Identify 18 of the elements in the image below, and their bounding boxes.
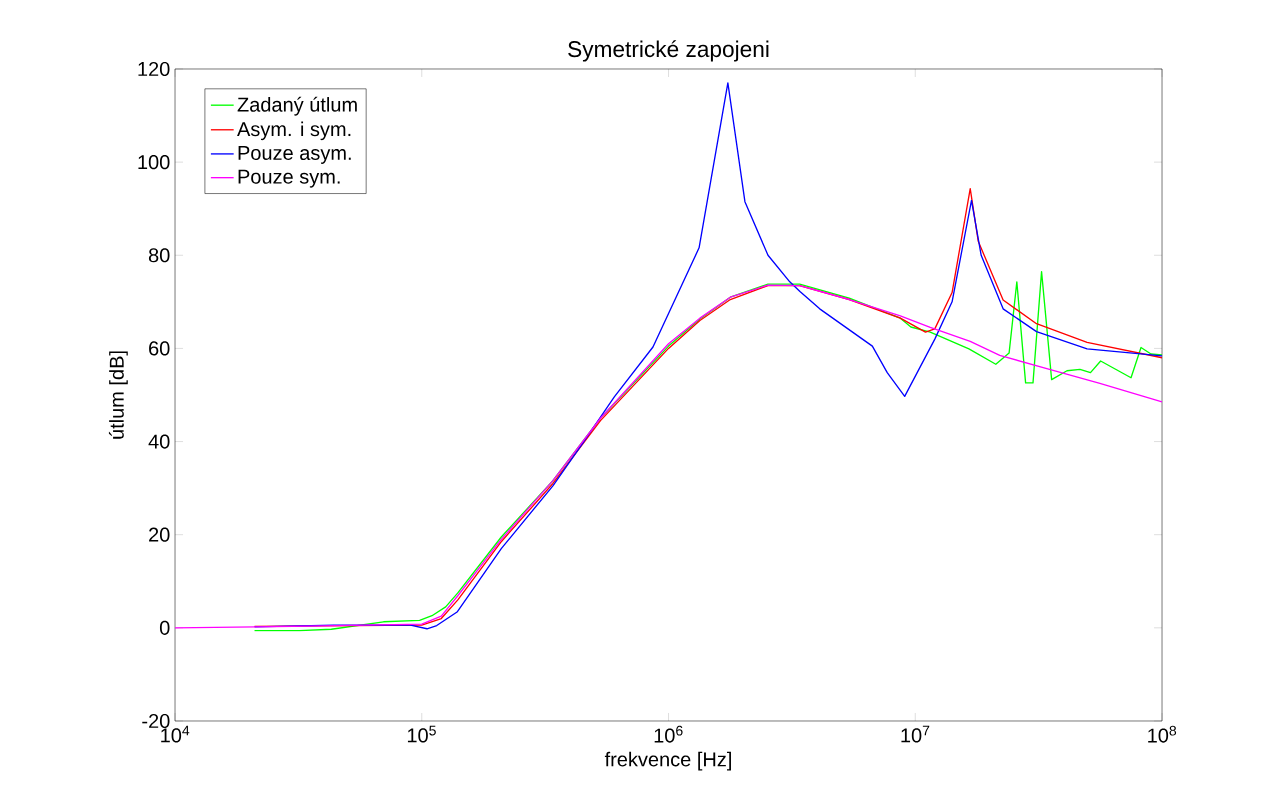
x-tick-label: 10$^{7}$ xyxy=(901,725,930,743)
x-tick-label: 10$^{8}$ xyxy=(1148,725,1177,743)
x-tick-label: 10$^{5}$ xyxy=(407,725,436,743)
legend-label: Zadaný útlum xyxy=(237,96,357,116)
y-tick-label: 100 xyxy=(138,155,170,170)
x-axis-title: frekvence [Hz] xyxy=(604,751,731,771)
y-tick-label: 120 xyxy=(138,61,170,77)
y-tick-label: 60 xyxy=(149,341,170,356)
legend-label: Asym. i sym. xyxy=(237,121,351,141)
y-axis-title: útlum [dB] xyxy=(108,351,128,439)
legend-label: Pouze asym. xyxy=(238,146,351,164)
y-tick-label: 80 xyxy=(148,248,170,263)
y-tick-label: 20 xyxy=(149,527,170,542)
chart-title: Symetrické zapojeni xyxy=(568,40,769,62)
y-tick-label: 0 xyxy=(159,620,170,635)
y-tick-label: 40 xyxy=(148,434,170,449)
x-tick-label: 10$^{6}$ xyxy=(654,725,683,743)
legend-label: Pouze sym. xyxy=(238,169,340,188)
